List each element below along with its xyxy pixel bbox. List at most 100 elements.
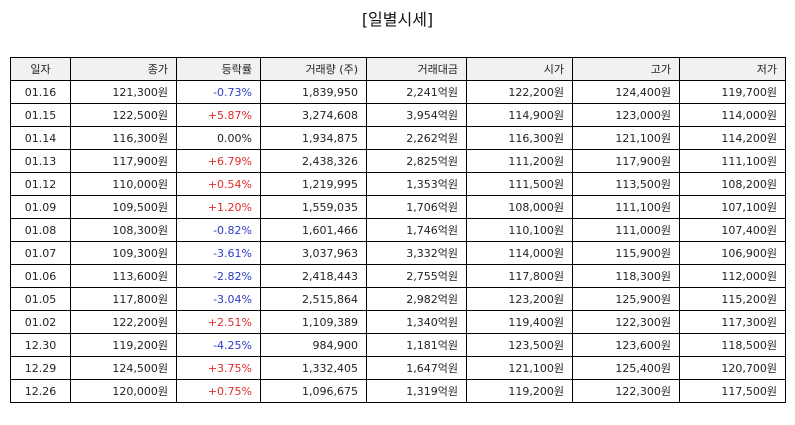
cell-date: 01.07 (10, 241, 71, 265)
cell-change: 0.00% (176, 126, 261, 150)
cell-date: 12.26 (10, 379, 71, 403)
cell-change: -2.82% (176, 264, 261, 288)
cell-low: 114,200원 (679, 126, 786, 150)
cell-high: 121,100원 (572, 126, 680, 150)
cell-volume: 2,418,443 (260, 264, 367, 288)
cell-high: 123,000원 (572, 103, 680, 127)
cell-date: 01.02 (10, 310, 71, 334)
cell-low: 118,500원 (679, 333, 786, 357)
table-row: 01.07 109,300원 -3.61% 3,037,963 3,332억원 114,0… (10, 241, 786, 265)
cell-amount: 1,746억원 (366, 218, 467, 242)
table-row: 12.30 119,200원 -4.25% 984,900 1,181억원 123,500… (10, 333, 786, 357)
cell-change: +1.20% (176, 195, 261, 219)
table-row: 01.13 117,900원 +6.79% 2,438,326 2,825억원 111,2… (10, 149, 786, 173)
cell-change: +5.87% (176, 103, 261, 127)
cell-date: 12.30 (10, 333, 71, 357)
cell-date: 01.08 (10, 218, 71, 242)
table-row: 01.12 110,000원 +0.54% 1,219,995 1,353억원 111,5… (10, 172, 786, 196)
cell-close: 113,600원 (70, 264, 177, 288)
cell-date: 01.06 (10, 264, 71, 288)
table-row: 01.09 109,500원 +1.20% 1,559,035 1,706억원 108,0… (10, 195, 786, 219)
cell-close: 124,500원 (70, 356, 177, 380)
cell-low: 119,700원 (679, 80, 786, 104)
cell-high: 111,000원 (572, 218, 680, 242)
col-header-date: 일자 (10, 57, 71, 81)
cell-open: 110,100원 (466, 218, 573, 242)
cell-low: 111,100원 (679, 149, 786, 173)
cell-volume: 1,219,995 (260, 172, 367, 196)
cell-open: 119,200원 (466, 379, 573, 403)
col-header-volume: 거래량 (주) (260, 57, 367, 81)
cell-volume: 1,096,675 (260, 379, 367, 403)
cell-change: +0.75% (176, 379, 261, 403)
cell-date: 01.05 (10, 287, 71, 311)
cell-date: 01.13 (10, 149, 71, 173)
cell-close: 109,300원 (70, 241, 177, 265)
cell-low: 108,200원 (679, 172, 786, 196)
cell-change: +3.75% (176, 356, 261, 380)
cell-close: 120,000원 (70, 379, 177, 403)
cell-high: 117,900원 (572, 149, 680, 173)
cell-high: 125,900원 (572, 287, 680, 311)
cell-close: 121,300원 (70, 80, 177, 104)
cell-amount: 2,982억원 (366, 287, 467, 311)
cell-change: -0.73% (176, 80, 261, 104)
cell-close: 116,300원 (70, 126, 177, 150)
cell-close: 122,200원 (70, 310, 177, 334)
table-row: 01.05 117,800원 -3.04% 2,515,864 2,982억원 123,2… (10, 287, 786, 311)
cell-volume: 1,332,405 (260, 356, 367, 380)
cell-open: 111,200원 (466, 149, 573, 173)
cell-amount: 1,319억원 (366, 379, 467, 403)
cell-close: 122,500원 (70, 103, 177, 127)
cell-low: 112,000원 (679, 264, 786, 288)
cell-high: 113,500원 (572, 172, 680, 196)
col-header-amount: 거래대금 (366, 57, 467, 81)
cell-open: 122,200원 (466, 80, 573, 104)
cell-close: 110,000원 (70, 172, 177, 196)
cell-open: 123,200원 (466, 287, 573, 311)
cell-change: +6.79% (176, 149, 261, 173)
table-row: 01.06 113,600원 -2.82% 2,418,443 2,755억원 117,8… (10, 264, 786, 288)
cell-open: 108,000원 (466, 195, 573, 219)
cell-close: 117,800원 (70, 287, 177, 311)
table-row: 01.16 121,300원 -0.73% 1,839,950 2,241억원 122,2… (10, 80, 786, 104)
cell-change: -0.82% (176, 218, 261, 242)
cell-amount: 2,755억원 (366, 264, 467, 288)
cell-amount: 2,825억원 (366, 149, 467, 173)
col-header-low: 저가 (679, 57, 786, 81)
cell-high: 125,400원 (572, 356, 680, 380)
cell-low: 107,400원 (679, 218, 786, 242)
cell-amount: 2,262억원 (366, 126, 467, 150)
table-row: 12.26 120,000원 +0.75% 1,096,675 1,319억원 119,2… (10, 379, 786, 403)
cell-amount: 3,954억원 (366, 103, 467, 127)
cell-amount: 1,181억원 (366, 333, 467, 357)
cell-low: 117,500원 (679, 379, 786, 403)
cell-open: 121,100원 (466, 356, 573, 380)
cell-open: 119,400원 (466, 310, 573, 334)
table-body: 01.16 121,300원 -0.73% 1,839,950 2,241억원 122,2… (10, 80, 786, 403)
cell-amount: 3,332억원 (366, 241, 467, 265)
col-header-open: 시가 (466, 57, 573, 81)
cell-low: 115,200원 (679, 287, 786, 311)
cell-low: 106,900원 (679, 241, 786, 265)
cell-close: 117,900원 (70, 149, 177, 173)
cell-amount: 2,241억원 (366, 80, 467, 104)
cell-open: 111,500원 (466, 172, 573, 196)
page-title: [일별시세] (361, 10, 434, 29)
cell-high: 122,300원 (572, 379, 680, 403)
table-row: 01.15 122,500원 +5.87% 3,274,608 3,954억원 114,9… (10, 103, 786, 127)
cell-high: 111,100원 (572, 195, 680, 219)
cell-date: 01.14 (10, 126, 71, 150)
daily-price-table: 일자 종가 등락률 거래량 (주) 거래대금 시가 고가 저가 01.16 121… (10, 57, 786, 403)
cell-volume: 3,037,963 (260, 241, 367, 265)
cell-volume: 2,515,864 (260, 287, 367, 311)
cell-low: 120,700원 (679, 356, 786, 380)
cell-open: 116,300원 (466, 126, 573, 150)
cell-volume: 1,839,950 (260, 80, 367, 104)
cell-volume: 1,109,389 (260, 310, 367, 334)
cell-change: -3.61% (176, 241, 261, 265)
header-row: 일자 종가 등락률 거래량 (주) 거래대금 시가 고가 저가 (10, 57, 786, 81)
cell-volume: 1,934,875 (260, 126, 367, 150)
cell-close: 108,300원 (70, 218, 177, 242)
table-row: 01.14 116,300원 0.00% 1,934,875 2,262억원 116,30… (10, 126, 786, 150)
